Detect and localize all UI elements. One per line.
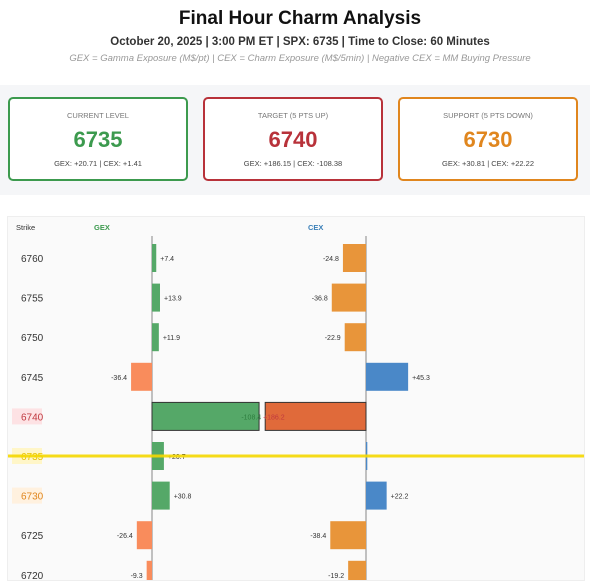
gex-value-label: -9.3 — [131, 573, 143, 580]
strike-label-6745: 6745 — [21, 373, 44, 384]
cex-value-label: -24.8 — [323, 256, 339, 263]
gex-bar-6740 — [151, 401, 260, 431]
cex-bar-6750 — [344, 323, 366, 352]
legend-note: GEX = Gamma Exposure (M$/pt) | CEX = Cha… — [69, 53, 531, 64]
cex-value-label: -36.8 — [312, 296, 328, 303]
gex-bar-6730 — [152, 481, 170, 510]
gex-value-label: +7.4 — [160, 256, 174, 263]
card-label: TARGET (5 PTS UP) — [257, 111, 329, 120]
gex-bar-6750 — [152, 323, 159, 352]
strike-highlight — [12, 487, 42, 504]
strike-label-6725: 6725 — [21, 531, 44, 542]
gex-value-label: +186.2 — [263, 414, 285, 421]
card-value: 6730 — [463, 127, 513, 152]
cex-bar-6755 — [331, 283, 366, 312]
cex-bar-6740 — [264, 401, 367, 431]
strike-label-6720: 6720 — [21, 571, 44, 580]
strike-label-6740: 6740 — [21, 412, 44, 423]
gex-bar-6755 — [152, 283, 160, 312]
strike-header: Strike — [16, 223, 36, 232]
card-detail: GEX: +30.81 | CEX: +22.22 — [441, 159, 534, 168]
subtitle: October 20, 2025 | 3:00 PM ET | SPX: 673… — [110, 36, 490, 48]
gex-bar-6745 — [131, 362, 152, 391]
card-label: CURRENT LEVEL — [67, 111, 129, 120]
cex-bar-6745 — [366, 362, 409, 391]
card-value: 6735 — [73, 127, 123, 152]
card-label: SUPPORT (5 PTS DOWN) — [443, 111, 533, 120]
bars-svg: 6760 +7.4 -24.8 6755 +13.9 -36.8 6750 +11.9 -22.… — [8, 236, 584, 580]
strike-chart: Strike GEX CEX 6760 +7.4 -24.8 6755 +13.9 -36… — [7, 216, 585, 581]
support-card: SUPPORT (5 PTS DOWN) 6730 GEX: +30.81 | … — [398, 97, 578, 181]
gex-value-label: -36.4 — [111, 375, 127, 382]
summary-cards: CURRENT LEVEL 6735 GEX: +20.71 | CEX: +1… — [0, 85, 590, 195]
target-card: TARGET (5 PTS UP) 6740 GEX: +186.15 | CE… — [203, 97, 383, 181]
card-detail: GEX: +186.15 | CEX: -108.38 — [243, 159, 343, 168]
cex-value-label: +22.2 — [391, 494, 409, 501]
gex-bar-6760 — [152, 244, 157, 272]
cex-bar-6760 — [342, 244, 366, 272]
cex-value-label: -108.4 — [241, 414, 261, 421]
strike-label-6760: 6760 — [21, 254, 44, 265]
gex-value-label: -26.4 — [117, 533, 133, 540]
strike-label-6755: 6755 — [21, 294, 44, 305]
current-level-card: CURRENT LEVEL 6735 GEX: +20.71 | CEX: +1… — [8, 97, 188, 181]
cex-header: CEX — [308, 223, 324, 232]
card-detail: GEX: +20.71 | CEX: +1.41 — [54, 159, 142, 168]
gex-value-label: +11.9 — [163, 335, 180, 342]
cex-value-label: -19.2 — [328, 573, 344, 580]
cex-value-label: -38.4 — [310, 533, 326, 540]
gex-bar-6720 — [146, 560, 152, 580]
cex-value-label: +45.3 — [412, 375, 430, 382]
gex-bar-6725 — [136, 521, 152, 550]
strike-label-6750: 6750 — [21, 333, 44, 344]
strike-label-6730: 6730 — [21, 492, 44, 503]
cex-bar-6730 — [366, 481, 387, 510]
page-title: Final Hour Charm Analysis — [178, 8, 422, 29]
gex-header: GEX — [94, 223, 110, 232]
gex-value-label: +13.9 — [164, 296, 182, 303]
gex-value-label: +30.8 — [174, 494, 192, 501]
cex-bar-6720 — [348, 560, 366, 580]
cex-value-label: -22.9 — [325, 335, 341, 342]
cex-bar-6725 — [330, 521, 366, 550]
card-value: 6740 — [268, 127, 318, 152]
strike-highlight — [12, 408, 42, 425]
